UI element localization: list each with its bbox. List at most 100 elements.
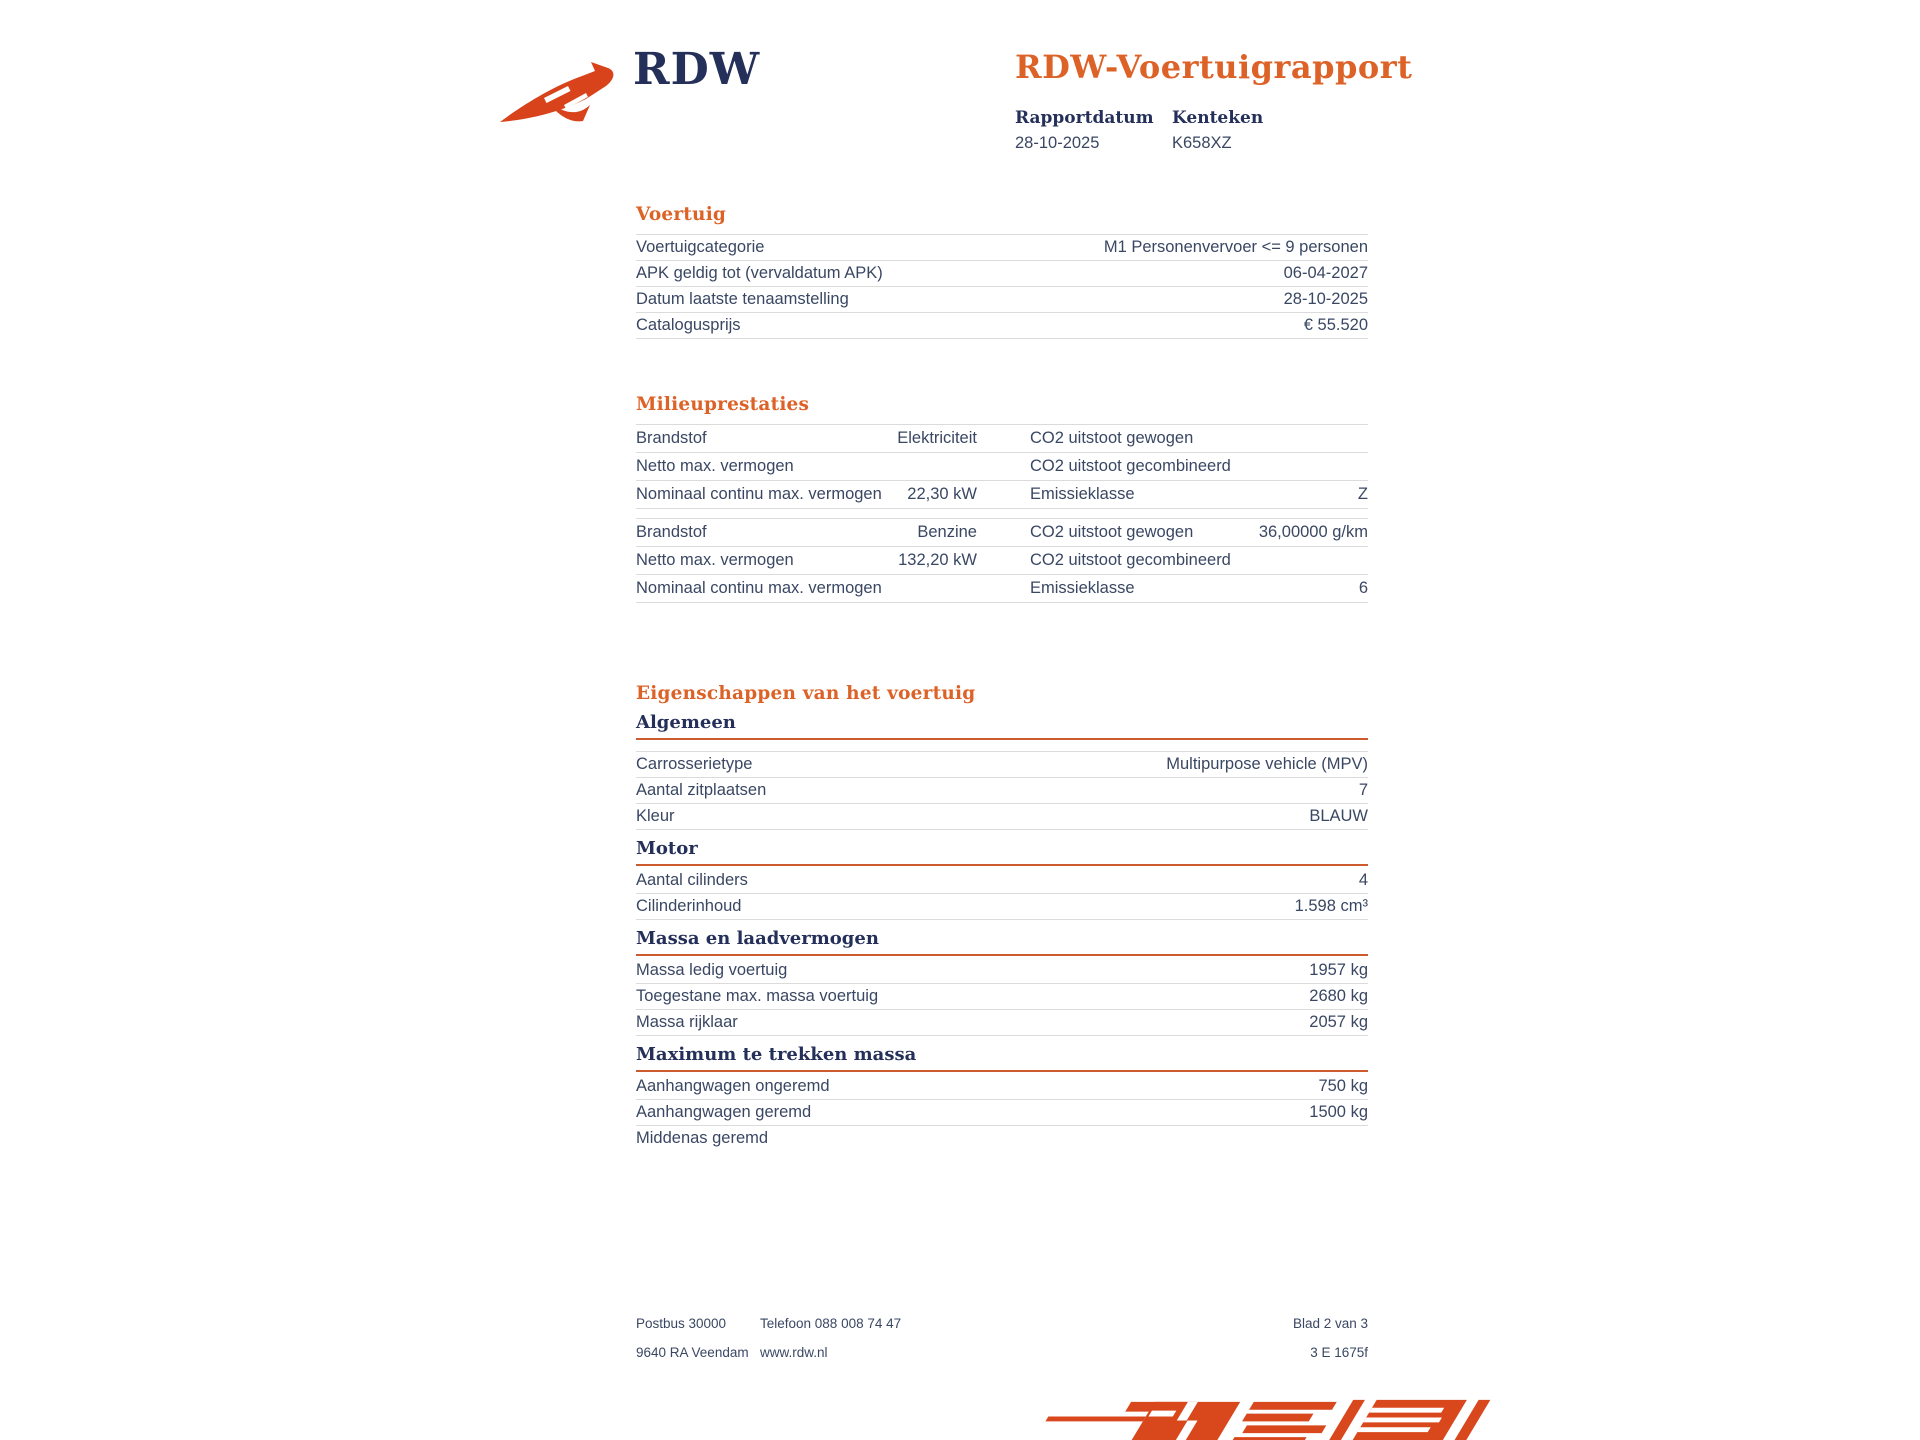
row-label: Toegestane max. massa voertuig	[636, 987, 879, 1005]
row-label: CO2 uitstoot gewogen	[1030, 523, 1194, 541]
footer-page-indicator: Blad 2 van 3	[1292, 1316, 1368, 1331]
subsection-heading-trekken: Maximum te trekken massa	[636, 1044, 1368, 1072]
row-label: Nominaal continu max. vermogen	[636, 579, 882, 597]
footer-address-line1: Postbus 30000	[636, 1316, 727, 1331]
table-row: Aanhangwagen geremd 1500 kg	[636, 1100, 1368, 1126]
table-row: Aantal cilinders 4	[636, 868, 1368, 894]
row-label: Emissieklasse	[1030, 485, 1135, 503]
subsection-heading-motor: Motor	[636, 838, 1368, 866]
table-row: Brandstof Elektriciteit CO2 uitstoot gew…	[636, 425, 1368, 453]
report-date-label: Rapportdatum	[1015, 108, 1154, 128]
page-footer: Postbus 30000 Telefoon 088 008 74 47 Bla…	[636, 1316, 1368, 1374]
row-value: M1 Personenvervoer <= 9 personen	[1103, 238, 1368, 256]
table-row: Toegestane max. massa voertuig 2680 kg	[636, 984, 1368, 1010]
row-value: 750 kg	[1318, 1077, 1368, 1095]
row-label: Aantal cilinders	[636, 871, 748, 889]
row-value: Elektriciteit	[897, 429, 977, 447]
row-label: Voertuigcategorie	[636, 238, 765, 256]
table-row: Netto max. vermogen CO2 uitstoot gecombi…	[636, 453, 1368, 481]
row-value: 6	[1358, 579, 1368, 597]
table-row: Nominaal continu max. vermogen Emissiekl…	[636, 575, 1368, 603]
table-row: Voertuigcategorie M1 Personenvervoer <= …	[636, 235, 1368, 261]
section-heading-eigenschappen: Eigenschappen van het voertuig	[636, 683, 976, 704]
row-value: BLAUW	[1309, 807, 1368, 825]
row-label: Emissieklasse	[1030, 579, 1135, 597]
license-plate-value: K658XZ	[1172, 134, 1232, 152]
row-label: CO2 uitstoot gecombineerd	[1030, 457, 1231, 475]
row-label: Cilinderinhoud	[636, 897, 742, 915]
row-value: 1957 kg	[1309, 961, 1368, 979]
row-value: € 55.520	[1303, 316, 1368, 334]
table-row: Catalogusprijs € 55.520	[636, 313, 1368, 339]
section-voertuig: Voertuig Voertuigcategorie M1 Personenve…	[636, 204, 1368, 339]
row-label: Aanhangwagen ongeremd	[636, 1077, 830, 1095]
row-label: Brandstof	[636, 523, 707, 541]
row-label: Aantal zitplaatsen	[636, 781, 767, 799]
page-title: RDW-Voertuigrapport	[1015, 48, 1413, 86]
row-label: Catalogusprijs	[636, 316, 741, 334]
footer-address-line2: 9640 RA Veendam	[636, 1345, 749, 1360]
rdw-logo-swoosh-icon	[500, 62, 614, 122]
report-body: Voertuig Voertuigcategorie M1 Personenve…	[636, 0, 1368, 1151]
row-label: Brandstof	[636, 429, 707, 447]
row-label: Datum laatste tenaamstelling	[636, 290, 849, 308]
license-plate-label: Kenteken	[1172, 108, 1264, 128]
row-label: CO2 uitstoot gecombineerd	[1030, 551, 1231, 569]
row-label: Aanhangwagen geremd	[636, 1103, 812, 1121]
row-label: APK geldig tot (vervaldatum APK)	[636, 264, 883, 282]
row-label: Netto max. vermogen	[636, 551, 794, 569]
table-row: APK geldig tot (vervaldatum APK) 06-04-2…	[636, 261, 1368, 287]
table-row: Kleur BLAUW	[636, 804, 1368, 830]
table-trekken: Aanhangwagen ongeremd 750 kg Aanhangwage…	[636, 1074, 1368, 1151]
section-milieuprestaties: Milieuprestaties Brandstof Elektriciteit…	[636, 394, 1368, 603]
section-eigenschappen: Eigenschappen van het voertuig Algemeen …	[636, 683, 1368, 1151]
subsection-heading-algemeen: Algemeen	[636, 712, 1368, 740]
row-value: 22,30 kW	[907, 485, 977, 503]
row-value: 06-04-2027	[1283, 264, 1368, 282]
row-value: 2680 kg	[1309, 987, 1368, 1005]
row-value: 2057 kg	[1309, 1013, 1368, 1031]
section-heading-milieuprestaties: Milieuprestaties	[636, 394, 810, 415]
row-label: Middenas geremd	[636, 1129, 769, 1147]
section-heading-voertuig: Voertuig	[636, 204, 727, 225]
report-header: RDW-Voertuigrapport Rapportdatum 28-10-2…	[1015, 48, 1435, 153]
row-value: Benzine	[917, 523, 977, 541]
table-motor: Aantal cilinders 4 Cilinderinhoud 1.598 …	[636, 868, 1368, 920]
footer-phone: Telefoon 088 008 74 47	[760, 1316, 902, 1331]
table-row: Aanhangwagen ongeremd 750 kg	[636, 1074, 1368, 1100]
footer-website-link[interactable]: www.rdw.nl	[760, 1345, 828, 1360]
row-value: Multipurpose vehicle (MPV)	[1166, 755, 1368, 773]
row-label: Massa ledig voertuig	[636, 961, 788, 979]
row-label: Netto max. vermogen	[636, 457, 794, 475]
rdw-footer-stripes-graphic	[1045, 1399, 1491, 1440]
row-value: 7	[1358, 781, 1368, 799]
row-value: 36,00000 g/km	[1258, 523, 1368, 541]
milieu-block-benzine: Brandstof Benzine CO2 uitstoot gewogen 3…	[636, 518, 1368, 603]
table-row: Datum laatste tenaamstelling 28-10-2025	[636, 287, 1368, 313]
table-row: Massa rijklaar 2057 kg	[636, 1010, 1368, 1036]
row-value: Z	[1357, 485, 1368, 503]
row-value: 132,20 kW	[898, 551, 977, 569]
table-row: Aantal zitplaatsen 7	[636, 778, 1368, 804]
row-value: 28-10-2025	[1283, 290, 1368, 308]
row-label: Kleur	[636, 807, 675, 825]
table-row: Cilinderinhoud 1.598 cm³	[636, 894, 1368, 920]
subsection-heading-massa: Massa en laadvermogen	[636, 928, 1368, 956]
row-label: Massa rijklaar	[636, 1013, 738, 1031]
row-label: Nominaal continu max. vermogen	[636, 485, 882, 503]
row-label: CO2 uitstoot gewogen	[1030, 429, 1194, 447]
row-value: 1500 kg	[1309, 1103, 1368, 1121]
table-row: Massa ledig voertuig 1957 kg	[636, 958, 1368, 984]
row-value: 1.598 cm³	[1294, 897, 1368, 915]
table-row: Brandstof Benzine CO2 uitstoot gewogen 3…	[636, 519, 1368, 547]
table-row: Carrosserietype Multipurpose vehicle (MP…	[636, 752, 1368, 778]
table-row: Nominaal continu max. vermogen 22,30 kW …	[636, 481, 1368, 509]
report-date-value: 28-10-2025	[1015, 134, 1100, 152]
row-label: Carrosserietype	[636, 755, 753, 773]
rdw-logo-text: RDW	[633, 44, 761, 95]
row-value: 4	[1358, 871, 1368, 889]
table-row: Netto max. vermogen 132,20 kW CO2 uitsto…	[636, 547, 1368, 575]
footer-doc-code: 3 E 1675f	[1310, 1345, 1368, 1360]
table-massa: Massa ledig voertuig 1957 kg Toegestane …	[636, 958, 1368, 1036]
milieu-block-elektriciteit: Brandstof Elektriciteit CO2 uitstoot gew…	[636, 424, 1368, 509]
